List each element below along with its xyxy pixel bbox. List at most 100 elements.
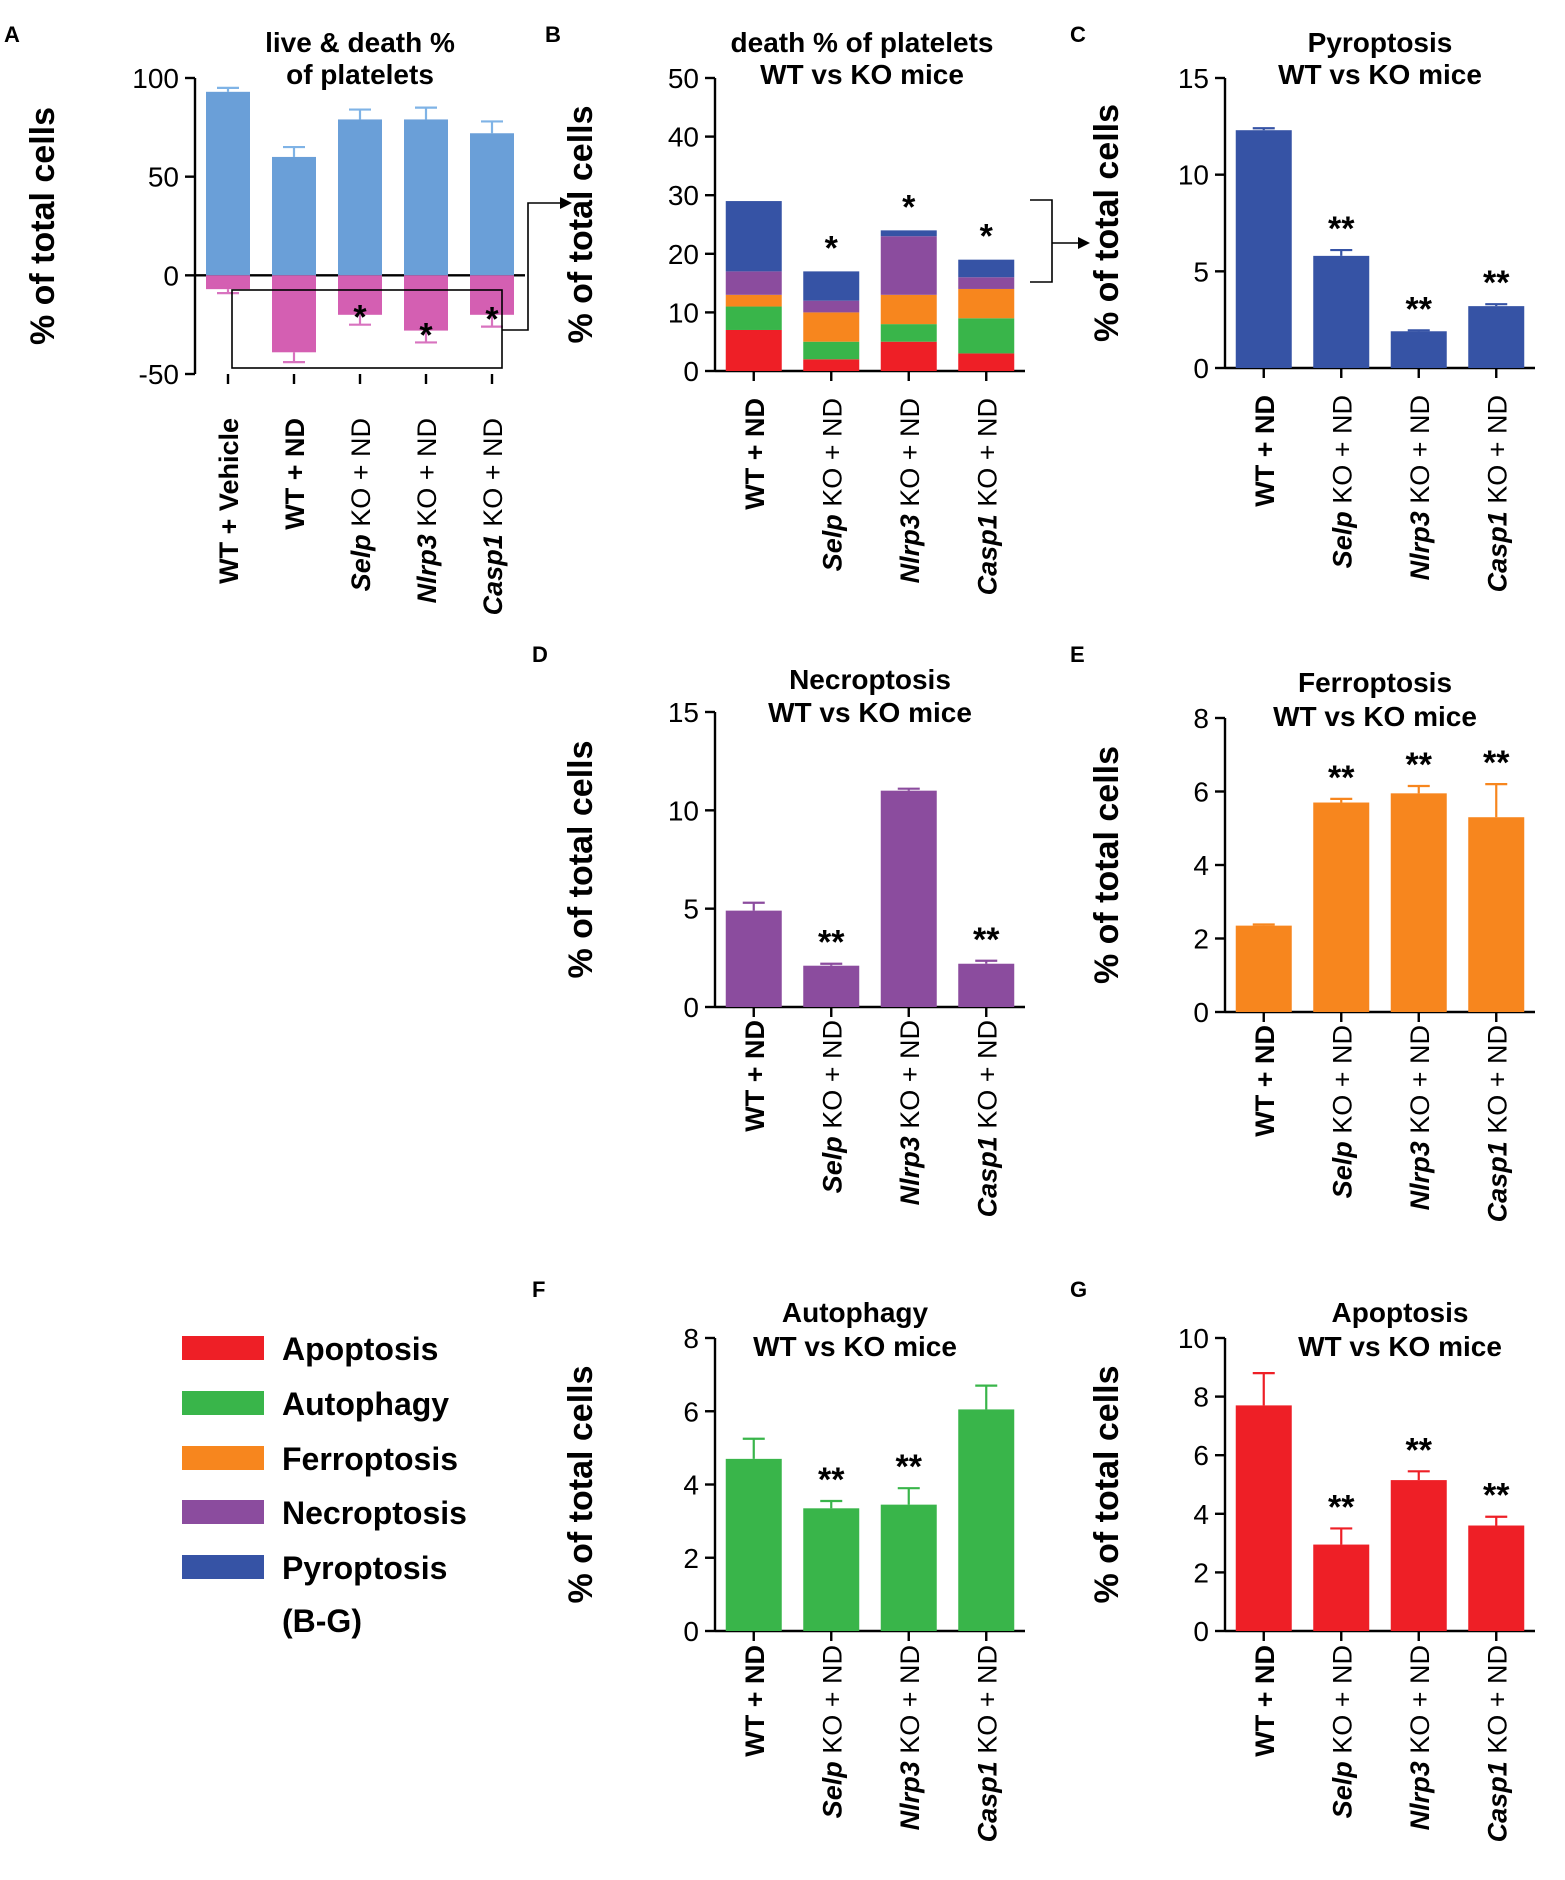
y-axis-label: % of total cells [562, 1365, 600, 1603]
significance-marker: * [419, 316, 433, 354]
significance-marker: ** [1328, 1488, 1355, 1526]
category-gene: Selp [346, 534, 376, 591]
y-tick-label: 10 [668, 297, 699, 328]
category-label: Nlrp3 KO + ND [895, 1645, 925, 1830]
bar [1235, 1405, 1292, 1631]
y-tick-label: 15 [1178, 63, 1209, 94]
panel-letter: C [1070, 22, 1086, 47]
bar [1468, 306, 1525, 368]
panel-letter: D [532, 642, 548, 667]
bar-segment-pyroptosis [958, 259, 1015, 278]
bar [880, 790, 937, 1007]
significance-marker: ** [1483, 264, 1510, 302]
category-text: KO + ND [1405, 395, 1435, 511]
chart-subtitle: of platelets [286, 59, 434, 90]
y-tick-label: 15 [668, 697, 699, 728]
y-tick-label: 6 [683, 1396, 699, 1427]
category-text: WT + ND [740, 1020, 770, 1132]
y-tick-label: 0 [1193, 1616, 1209, 1647]
legend-label: Apoptosis [282, 1331, 438, 1367]
arrowhead-b-to-c [1078, 237, 1090, 249]
chart-subtitle: WT vs KO mice [1278, 59, 1482, 90]
legend-label: Autophagy [282, 1386, 449, 1422]
bar-segment-pyroptosis [880, 230, 937, 237]
y-tick-label: 50 [668, 63, 699, 94]
significance-marker: ** [1328, 210, 1355, 248]
category-gene: Casp1 [1482, 1141, 1512, 1222]
category-label: Nlrp3 KO + ND [412, 418, 442, 603]
chart-subtitle: WT vs KO mice [1273, 701, 1477, 732]
category-gene: Selp [1327, 1141, 1357, 1198]
bar [880, 1504, 937, 1631]
category-label: Selp KO + ND [817, 1020, 847, 1193]
category-text: KO + ND [346, 418, 376, 534]
bar [1235, 130, 1292, 368]
significance-marker: ** [1328, 759, 1355, 797]
bar [958, 1409, 1015, 1631]
category-text: KO + ND [1482, 395, 1512, 511]
bar-segment-ferroptosis [725, 294, 782, 307]
category-label: WT + ND [1250, 395, 1280, 507]
bar [803, 965, 860, 1007]
category-label: WT + ND [740, 1020, 770, 1132]
y-tick-label: 10 [1178, 160, 1209, 191]
y-axis-label: % of total cells [1088, 746, 1126, 984]
y-tick-label: 20 [668, 239, 699, 270]
category-label: Selp KO + ND [817, 398, 847, 571]
bar-death [404, 275, 448, 331]
bar-segment-autophagy [958, 318, 1015, 354]
y-tick-label: 50 [148, 162, 179, 193]
bar-segment-necroptosis [803, 300, 860, 313]
category-label: WT + Vehicle [214, 418, 244, 584]
y-tick-label: 2 [683, 1543, 699, 1574]
bar [1313, 255, 1370, 368]
bar-live [206, 91, 250, 276]
y-tick-label: 5 [683, 894, 699, 925]
category-text: KO + ND [412, 418, 442, 534]
category-label: Selp KO + ND [817, 1645, 847, 1818]
panel-letter: B [545, 22, 561, 47]
category-text: KO + ND [972, 1645, 1002, 1761]
y-tick-label: 8 [1193, 1382, 1209, 1413]
category-label: Nlrp3 KO + ND [895, 398, 925, 583]
significance-marker: ** [1406, 746, 1433, 784]
category-label: Casp1 KO + ND [972, 398, 1002, 595]
category-label: Nlrp3 KO + ND [895, 1020, 925, 1205]
category-label: WT + ND [1250, 1025, 1280, 1137]
category-label: Casp1 KO + ND [972, 1645, 1002, 1842]
bar-live [272, 156, 316, 276]
significance-marker: ** [1406, 290, 1433, 328]
significance-marker: ** [1406, 1431, 1433, 1469]
category-text: WT + ND [740, 398, 770, 510]
category-gene: Selp [817, 1136, 847, 1193]
category-text: WT + ND [1250, 1025, 1280, 1137]
category-gene: Casp1 [1482, 511, 1512, 592]
bar-live [470, 133, 514, 276]
y-tick-label: 8 [1193, 703, 1209, 734]
y-tick-label: 0 [1193, 353, 1209, 384]
significance-marker: * [902, 188, 916, 226]
y-axis-label: % of total cells [1088, 104, 1126, 342]
category-gene: Casp1 [972, 514, 1002, 595]
bar-segment-pyroptosis [803, 271, 860, 301]
bar-segment-apoptosis [958, 353, 1015, 371]
category-text: WT + Vehicle [214, 418, 244, 584]
bar-segment-apoptosis [803, 359, 860, 371]
category-text: KO + ND [895, 1020, 925, 1136]
chart-subtitle: WT vs KO mice [768, 697, 972, 728]
category-text: WT + ND [1250, 1645, 1280, 1757]
bar [1390, 331, 1447, 368]
significance-marker: ** [973, 921, 1000, 959]
bar-live [338, 119, 382, 276]
y-tick-label: 4 [1193, 850, 1209, 881]
y-tick-label: 0 [683, 1616, 699, 1647]
category-gene: Selp [1327, 1761, 1357, 1818]
significance-marker: * [825, 229, 839, 267]
category-label: WT + ND [740, 1645, 770, 1757]
category-text: KO + ND [1327, 395, 1357, 511]
category-gene: Casp1 [478, 534, 508, 615]
